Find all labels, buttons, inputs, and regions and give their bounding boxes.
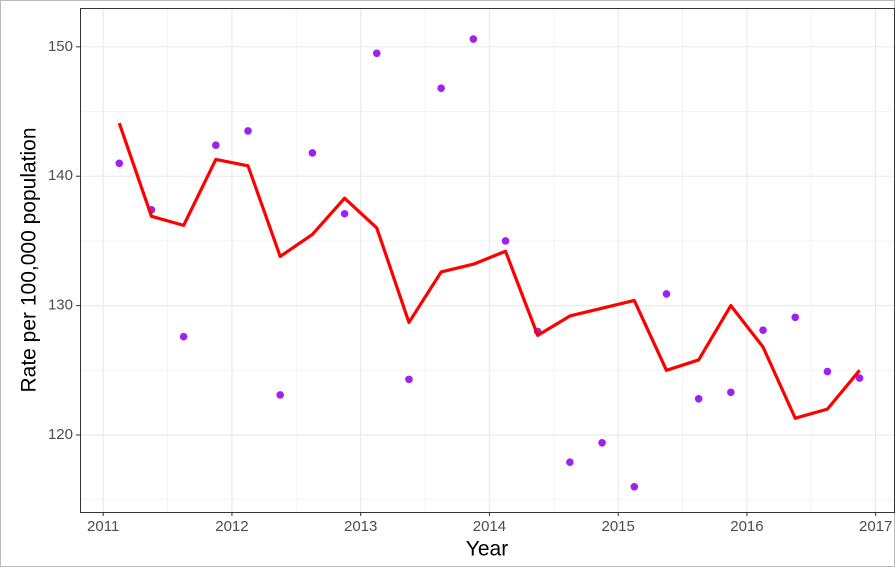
point	[469, 35, 478, 43]
y-tick-label: 130	[48, 297, 73, 314]
point	[727, 388, 735, 397]
point	[437, 84, 445, 93]
point	[823, 367, 832, 376]
point	[276, 391, 285, 399]
point	[759, 326, 767, 334]
line	[117, 122, 861, 420]
y-tick-label: 120	[48, 426, 73, 443]
point	[340, 209, 349, 218]
point	[372, 49, 381, 58]
point	[662, 290, 671, 298]
point	[855, 374, 864, 382]
grid	[80, 8, 895, 512]
x-tick-label: 2013	[344, 518, 377, 535]
point	[308, 149, 317, 157]
x-axis-title: Year	[466, 538, 508, 561]
point	[566, 458, 574, 466]
point	[501, 237, 510, 245]
point	[791, 313, 800, 322]
point	[630, 482, 639, 491]
point	[244, 127, 252, 135]
marks	[115, 35, 864, 491]
y-tick-label: 140	[48, 167, 73, 184]
x-tick-label: 2012	[215, 518, 248, 535]
point	[179, 332, 188, 341]
x-tick-label: 2011	[87, 518, 119, 535]
y-axis-title: Rate per 100,000 population	[18, 127, 41, 392]
y-tick-label: 150	[48, 38, 73, 55]
x-tick-label: 2016	[730, 518, 763, 535]
point	[405, 375, 413, 384]
point	[598, 438, 606, 447]
x-tick-label: 2015	[601, 518, 634, 535]
point	[115, 159, 124, 168]
point	[694, 394, 703, 403]
x-tick-label: 2017	[859, 518, 892, 535]
x-tick-label: 2014	[473, 518, 506, 535]
point	[212, 141, 220, 149]
